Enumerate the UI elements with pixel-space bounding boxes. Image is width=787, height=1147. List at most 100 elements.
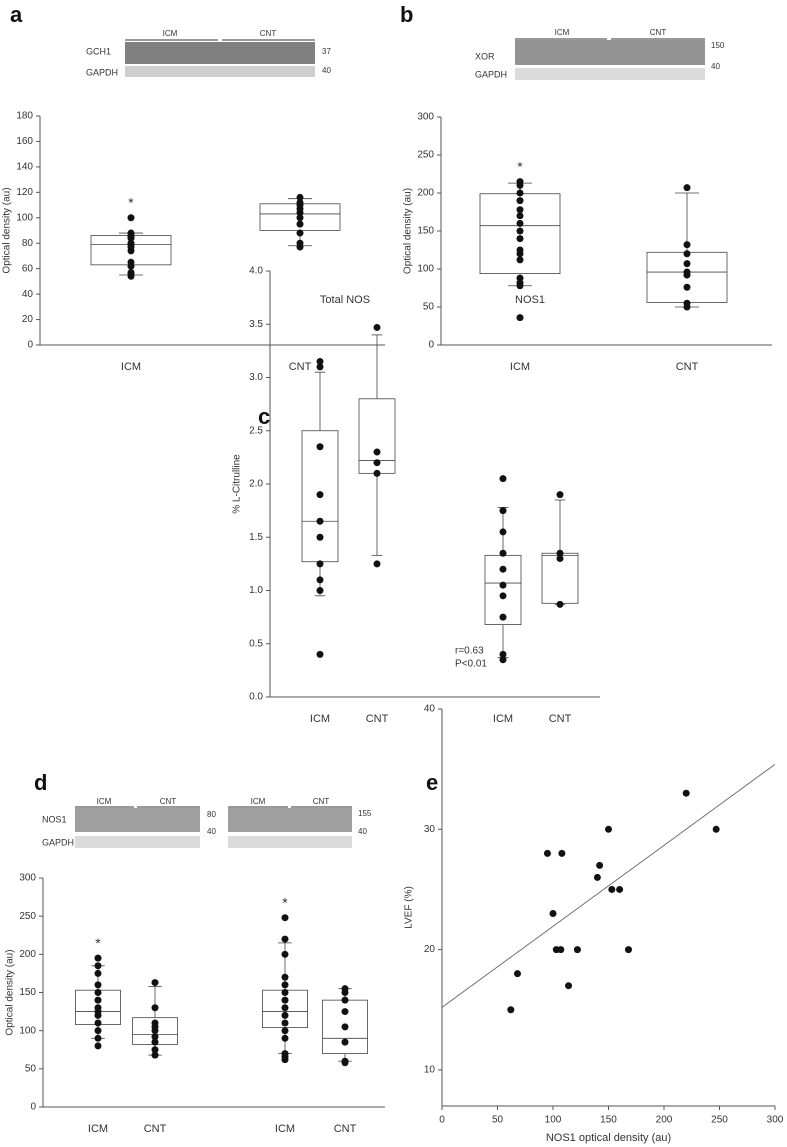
x-tick-label: 300 [767, 1115, 784, 1126]
point [516, 256, 524, 264]
y-tick-label: 2.0 [249, 479, 263, 490]
point [281, 981, 289, 989]
point [556, 600, 564, 608]
point [296, 193, 304, 201]
point [316, 443, 324, 451]
point [683, 250, 691, 258]
panel-label: b [400, 2, 413, 27]
annotation: P<0.01 [455, 659, 487, 670]
point [281, 935, 289, 943]
y-tick-label: 0.5 [249, 638, 263, 649]
blot-group: ICM [555, 28, 570, 37]
point [341, 1008, 349, 1016]
point [556, 555, 564, 563]
y-tick-label: 80 [22, 238, 34, 249]
blot-label: XOR [475, 51, 495, 61]
point [373, 323, 381, 331]
point [316, 363, 324, 371]
y-tick-label: 250 [19, 911, 36, 922]
blot-group: CNT [313, 797, 330, 806]
y-axis-label: Optical density (au) [5, 949, 16, 1035]
point [281, 1027, 289, 1035]
point [683, 241, 691, 249]
y-tick-label: 0 [30, 1102, 36, 1113]
panel-label: e [426, 770, 438, 795]
x-tick-label: CNT [289, 361, 312, 373]
y-tick-label: 300 [417, 112, 434, 123]
y-tick-label: 2.5 [249, 425, 263, 436]
point [516, 227, 524, 235]
y-tick-label: 1.5 [249, 532, 263, 543]
point [683, 260, 691, 268]
y-tick-label: 0 [428, 340, 434, 351]
x-tick-label: 0 [439, 1115, 445, 1126]
y-tick-label: 100 [16, 212, 33, 223]
y-tick-label: 180 [16, 111, 33, 122]
point [151, 1051, 159, 1059]
point [94, 1027, 102, 1035]
point [616, 885, 624, 893]
y-tick-label: 1.0 [249, 585, 263, 596]
point [543, 849, 551, 857]
point [516, 246, 524, 254]
blot-d [75, 806, 352, 848]
point [499, 549, 507, 557]
y-axis-label: Optical density (au) [403, 188, 414, 274]
y-tick-label: 120 [16, 187, 33, 198]
y-tick-label: 20 [22, 314, 34, 325]
point [127, 268, 135, 276]
point [316, 576, 324, 584]
point [94, 1042, 102, 1050]
y-tick-label: 60 [22, 263, 34, 274]
y-tick-label: 300 [19, 873, 36, 884]
y-tick-label: 150 [19, 987, 36, 998]
trendline [441, 763, 776, 1008]
point [281, 1034, 289, 1042]
point [507, 1006, 515, 1014]
y-axis-label: % L-Citrulline [232, 454, 243, 514]
point [682, 789, 690, 797]
point [296, 229, 304, 237]
y-tick-label: 3.5 [249, 319, 263, 330]
blot-marker: 40 [711, 62, 720, 71]
blot-marker: 40 [322, 66, 331, 75]
point [127, 258, 135, 266]
point [127, 239, 135, 247]
point [296, 239, 304, 247]
point [556, 491, 564, 499]
point [316, 533, 324, 541]
point [281, 1050, 289, 1058]
point [499, 656, 507, 664]
panel-label: c [258, 404, 270, 429]
y-tick-label: 160 [16, 136, 33, 147]
point [624, 946, 632, 954]
y-tick-label: 150 [417, 226, 434, 237]
significance: * [282, 894, 288, 910]
blot-label: GCH1 [86, 46, 111, 56]
annotation: r=0.63 [455, 646, 484, 657]
x-tick-label: CNT [549, 713, 572, 725]
point [683, 299, 691, 307]
point [683, 283, 691, 291]
point [151, 1019, 159, 1027]
y-tick-label: 50 [423, 302, 435, 313]
point [316, 560, 324, 568]
point [94, 989, 102, 996]
y-tick-label: 200 [417, 188, 434, 199]
point [373, 469, 381, 477]
y-axis-label: LVEF (%) [404, 886, 415, 929]
y-tick-label: 4.0 [249, 266, 263, 277]
point [573, 946, 581, 954]
point [316, 358, 324, 366]
blot-marker: 80 [207, 810, 216, 819]
point [605, 825, 612, 833]
point [94, 1004, 102, 1012]
x-tick-label: ICM [88, 1123, 108, 1135]
y-tick-label: 3.0 [249, 372, 263, 383]
x-tick-label: 150 [600, 1115, 617, 1126]
point [341, 1023, 349, 1031]
y-tick-label: 0.0 [249, 692, 263, 703]
point [499, 507, 507, 515]
x-tick-label: 250 [711, 1115, 728, 1126]
blot-marker: 40 [207, 827, 216, 836]
